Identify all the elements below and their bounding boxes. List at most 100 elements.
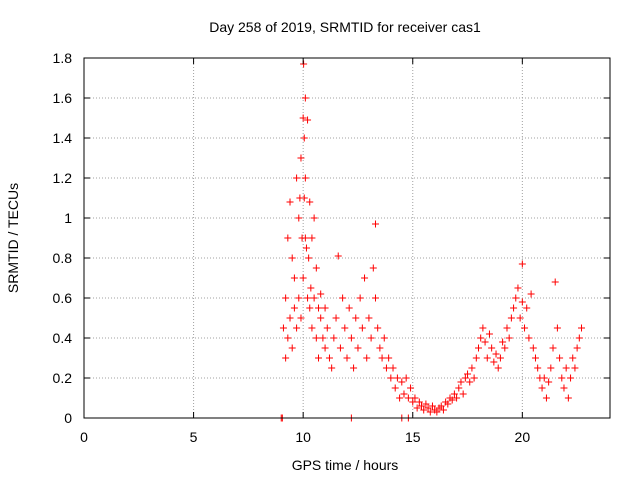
- data-point: [290, 304, 298, 312]
- data-point: [300, 134, 308, 142]
- data-point: [334, 252, 342, 260]
- data-point: [494, 364, 502, 372]
- data-point: [304, 116, 312, 124]
- data-point: [396, 394, 404, 402]
- y-tick-label: 1: [64, 210, 72, 226]
- x-axis-label: GPS time / hours: [292, 457, 399, 473]
- data-point: [468, 364, 476, 372]
- data-point: [328, 364, 336, 372]
- data-point: [481, 338, 489, 346]
- data-point: [293, 174, 301, 182]
- data-point: [312, 334, 320, 342]
- data-point: [505, 334, 513, 342]
- data-point: [562, 364, 570, 372]
- data-point: [422, 400, 430, 408]
- data-point: [361, 274, 369, 282]
- data-point: [479, 324, 487, 332]
- data-point: [354, 344, 362, 352]
- y-tick-label: 0.8: [53, 250, 73, 266]
- data-point: [411, 394, 419, 402]
- data-point: [558, 374, 566, 382]
- data-point: [501, 344, 509, 352]
- data-point: [286, 198, 294, 206]
- y-tick-labels: 0 0.2 0.4 0.6 0.8 1 1.2 1.4 1.6 1.8: [53, 50, 73, 426]
- data-point: [286, 314, 294, 322]
- data-point: [369, 264, 377, 272]
- data-point: [450, 390, 458, 398]
- data-point: [424, 404, 432, 412]
- y-tick-label: 0: [64, 410, 72, 426]
- data-point: [284, 334, 292, 342]
- data-point: [578, 324, 586, 332]
- ticks: [83, 57, 610, 419]
- data-point: [279, 324, 287, 332]
- data-point: [569, 354, 577, 362]
- data-point: [321, 344, 329, 352]
- data-point: [490, 358, 498, 366]
- data-point: [523, 304, 531, 312]
- data-point: [477, 334, 485, 342]
- chart-title: Day 258 of 2019, SRMTID for receiver cas…: [209, 19, 481, 35]
- data-point: [518, 260, 526, 268]
- data-point: [527, 290, 535, 298]
- data-point: [461, 374, 469, 382]
- data-point: [472, 354, 480, 362]
- data-point: [545, 378, 553, 386]
- data-point: [356, 294, 364, 302]
- data-point: [367, 334, 375, 342]
- data-point: [448, 396, 456, 404]
- data-point: [507, 314, 515, 322]
- data-point: [575, 334, 583, 342]
- data-point: [310, 294, 318, 302]
- data-point: [407, 384, 415, 392]
- data-point: [305, 254, 313, 262]
- data-point: [503, 324, 511, 332]
- data-point: [290, 274, 298, 282]
- data-point: [336, 344, 344, 352]
- data-point: [332, 314, 340, 322]
- data-point: [378, 354, 386, 362]
- data-point: [317, 290, 325, 298]
- data-point: [439, 406, 447, 414]
- data-point: [299, 114, 307, 122]
- y-tick-label: 1.6: [53, 90, 73, 106]
- data-point: [306, 304, 314, 312]
- data-point: [560, 384, 568, 392]
- data-point: [400, 390, 408, 398]
- data-point: [308, 234, 316, 242]
- grid: [84, 58, 610, 418]
- data-point: [300, 194, 308, 202]
- data-point: [409, 398, 417, 406]
- data-point: [516, 314, 524, 322]
- data-point: [567, 374, 575, 382]
- x-tick-label: 10: [295, 429, 311, 445]
- y-tick-label: 0.2: [53, 370, 73, 386]
- data-point: [307, 284, 315, 292]
- data-point: [573, 344, 581, 352]
- data-point: [341, 324, 349, 332]
- data-point: [398, 378, 406, 386]
- data-point: [350, 364, 358, 372]
- data-point: [542, 394, 550, 402]
- data-point: [347, 334, 355, 342]
- data-point: [464, 370, 472, 378]
- data-point: [312, 264, 320, 272]
- data-point: [420, 406, 428, 414]
- data-point: [418, 402, 426, 410]
- data-point: [534, 364, 542, 372]
- data-point: [302, 244, 310, 252]
- data-point: [352, 314, 360, 322]
- data-point: [330, 334, 338, 342]
- data-point: [297, 154, 305, 162]
- data-point: [499, 338, 507, 346]
- y-tick-label: 1.8: [53, 50, 73, 66]
- data-point: [282, 294, 290, 302]
- data-point: [518, 298, 526, 306]
- data-point: [376, 344, 384, 352]
- data-point: [553, 324, 561, 332]
- data-point: [319, 334, 327, 342]
- x-tick-label: 20: [515, 429, 531, 445]
- data-point: [325, 354, 333, 362]
- data-point: [315, 354, 323, 362]
